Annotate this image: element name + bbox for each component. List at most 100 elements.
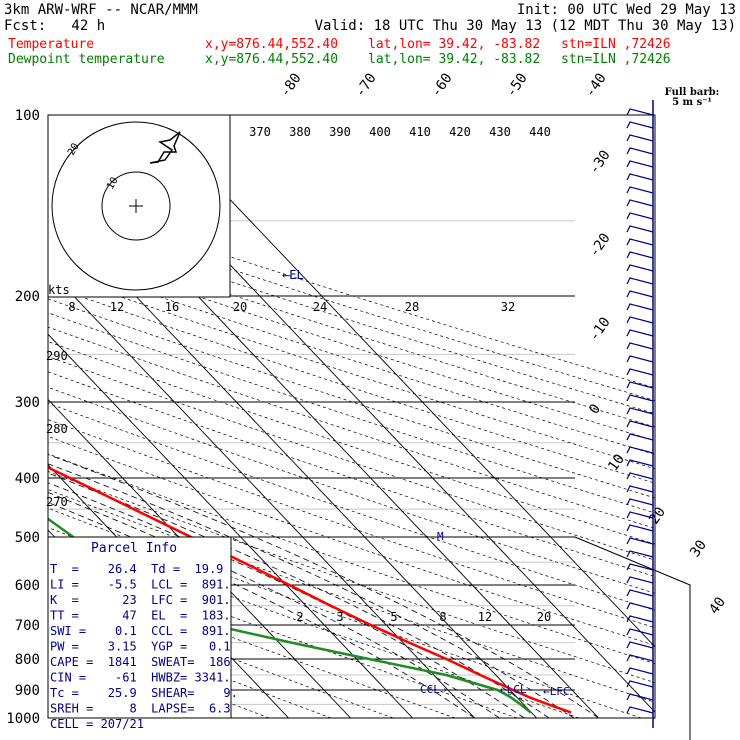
- wind-barb: [626, 108, 654, 116]
- model-title: 3km ARW-WRF -- NCAR/MMM: [4, 2, 198, 18]
- hodo-speed-label-16: 16: [165, 300, 179, 314]
- mixing-ratio-label-3: 3: [336, 610, 343, 624]
- wind-barb: [626, 368, 654, 376]
- pressure-tick-300: 300: [15, 395, 40, 411]
- theta-label-440: 440: [529, 125, 551, 139]
- pressure-tick-400: 400: [15, 471, 40, 487]
- legend-temperature-xy: x,y=876.44,552.40: [205, 37, 339, 52]
- theta-label-420: 420: [449, 125, 471, 139]
- wind-barb: [626, 589, 654, 597]
- dry-adiabat-label-290: 290: [46, 349, 68, 363]
- dry-adiabat-440: [48, 298, 655, 499]
- wind-barb: [626, 472, 654, 480]
- isotherm-label--30: -30: [586, 147, 614, 177]
- wind-barb: [626, 394, 654, 402]
- moist-adiabat-5: [48, 454, 599, 718]
- parcel-info-row: TT = 47 EL = 183.: [50, 609, 231, 623]
- isotherm-label-30: 30: [687, 537, 710, 560]
- wind-barb: [626, 615, 654, 623]
- wind-barb: [626, 407, 654, 415]
- isotherm-label-40: 40: [706, 594, 729, 617]
- legend-dewpoint-latlon: lat,lon= 39.42, -83.82: [368, 52, 541, 67]
- wind-barb: [626, 186, 654, 194]
- parcel-info-row: T = 26.4 Td = 19.9: [50, 562, 223, 576]
- wind-barb: [626, 667, 654, 675]
- theta-label-410: 410: [409, 125, 431, 139]
- parcel-info-box: [47, 536, 232, 719]
- mixing-ratio-label-8: 8: [439, 610, 446, 624]
- legend-dewpoint-xy: x,y=876.44,552.40: [205, 52, 339, 67]
- dry-adiabat-490: [48, 232, 655, 428]
- isotherm-label--80: -80: [277, 70, 305, 100]
- legend-temperature-station: stn=ILN ,72426: [561, 37, 671, 52]
- isotherm-label--40: -40: [582, 70, 610, 100]
- parcel-info-row: CELL = 207/21: [50, 717, 144, 731]
- wind-barb: [626, 225, 654, 233]
- wind-barb: [626, 160, 654, 168]
- legend-temperature-latlon: lat,lon= 39.42, -83.82: [368, 37, 541, 52]
- full-barb-unit: 5 m s⁻¹: [672, 97, 712, 108]
- dry-adiabat-label-280: 280: [46, 422, 68, 436]
- dry-adiabat-300: [48, 527, 580, 718]
- isotherm-label--60: -60: [428, 70, 456, 100]
- wind-barb: [626, 641, 654, 649]
- moist-adiabat-4: [48, 463, 575, 718]
- wind-barb: [626, 459, 654, 467]
- theta-label-390: 390: [329, 125, 351, 139]
- el-marker: ←EL: [282, 268, 304, 282]
- dry-adiabat-340: [48, 453, 655, 664]
- theta-label-430: 430: [489, 125, 511, 139]
- mixing-ratio-label-20: 20: [537, 610, 551, 624]
- legend-dewpoint-station: stn=ILN ,72426: [561, 52, 671, 67]
- parcel-info-title: Parcel Info: [91, 541, 177, 556]
- dry-adiabat-520: [48, 195, 655, 389]
- wind-barb: [626, 199, 654, 207]
- legend-dewpoint-name: Dewpoint temperature: [8, 52, 165, 67]
- legend-temperature-name: Temperature: [8, 37, 95, 52]
- pressure-tick-700: 700: [15, 618, 40, 634]
- pressure-tick-1000: 1000: [6, 711, 40, 727]
- wind-barb: [626, 303, 654, 311]
- wind-barb: [626, 654, 654, 662]
- wind-barb: [626, 290, 654, 298]
- theta-label-370: 370: [249, 125, 271, 139]
- parcel-info-row: SREH = 8 LAPSE= 6.3: [50, 702, 231, 716]
- dry-adiabat-450: [48, 284, 655, 484]
- wind-barbs: [626, 100, 654, 728]
- wind-barb: [626, 576, 654, 584]
- hodo-speed-label-8: 8: [68, 300, 75, 314]
- moist-adiabat-0: [48, 502, 475, 718]
- wind-barb: [626, 277, 654, 285]
- wind-barb: [626, 602, 654, 610]
- forecast-hour: Fcst: 42 h: [4, 18, 106, 34]
- parcel-info-row: SWI = 0.1 CCL = 891.: [50, 624, 231, 638]
- isotherm-label--50: -50: [503, 70, 531, 100]
- wind-barb: [626, 316, 654, 324]
- isotherm--10: [48, 398, 351, 718]
- isotherm-label--20: -20: [586, 230, 614, 260]
- wind-barb: [626, 355, 654, 363]
- isotherm-label-10: 10: [605, 451, 628, 474]
- parcel-info-row: PW = 3.15 YGP = 0.1: [50, 640, 231, 654]
- wind-barb: [626, 212, 654, 220]
- mixing-ratio-label-2: 2: [296, 610, 303, 624]
- wind-barb: [626, 251, 654, 259]
- full-barb-label: Full barb:: [665, 87, 720, 98]
- wind-barb: [626, 342, 654, 350]
- mixing-ratio-label-12: 12: [478, 610, 492, 624]
- wind-barb: [626, 563, 654, 571]
- wind-barb: [626, 433, 654, 441]
- plot-frame: [47, 114, 656, 719]
- hodo-speed-label-12: 12: [110, 300, 124, 314]
- wind-barb: [626, 628, 654, 636]
- isotherm-label--70: -70: [352, 70, 380, 100]
- wind-barb: [626, 121, 654, 129]
- hodo-speed-label-28: 28: [405, 300, 419, 314]
- wind-barb: [626, 381, 654, 389]
- lcl-marker: ←LCL: [500, 683, 527, 696]
- hodograph-ring-inner: [101, 171, 171, 241]
- isotherm-50: [149, 115, 655, 648]
- dry-adiabat-label-270: 270: [46, 495, 68, 509]
- wind-barb: [626, 511, 654, 519]
